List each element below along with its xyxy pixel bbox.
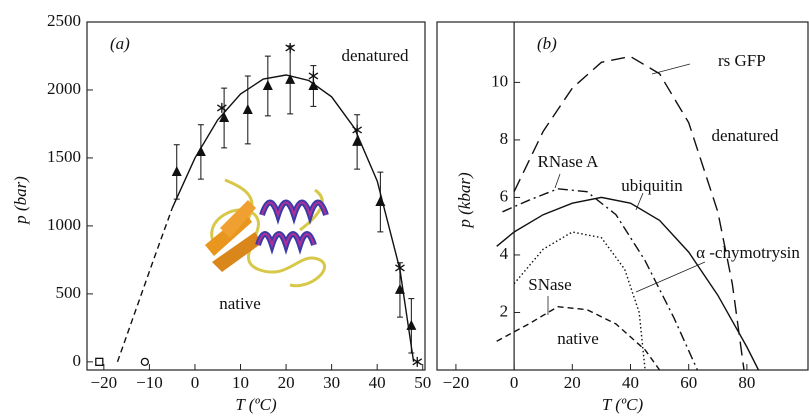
y-tick-label: 1500 [47, 147, 81, 166]
curve [502, 188, 699, 371]
annotation: ubiquitin [621, 176, 683, 195]
marker-triangle [352, 135, 363, 146]
annotation: native [219, 294, 261, 313]
marker-triangle [242, 103, 253, 114]
marker-shape [219, 111, 230, 122]
marker-shape [140, 357, 150, 366]
y-tick-label: 4 [500, 244, 509, 263]
x-tick-label: 40 [622, 373, 639, 392]
protein-helix [261, 201, 327, 219]
marker-triangle [219, 111, 230, 122]
y-axis-label: p (bar) [11, 176, 30, 225]
marker-triangle [394, 283, 405, 294]
marker-shape [394, 283, 405, 294]
curve [116, 207, 173, 363]
protein-sheet [220, 200, 256, 238]
annotation: denatured [341, 46, 409, 65]
marker-asterisk [285, 42, 296, 53]
marker-shape [216, 102, 227, 113]
marker-asterisk [308, 70, 319, 81]
x-tick-label: 0 [191, 373, 200, 392]
x-tick-label: 0 [510, 373, 519, 392]
marker-circle [140, 357, 150, 366]
marker-shape [171, 165, 182, 176]
x-tick-label: 50 [414, 373, 431, 392]
marker-square [95, 357, 104, 366]
leader-line [554, 173, 561, 189]
annotation: rs GFP [718, 51, 766, 70]
marker-shape [412, 356, 423, 367]
plot-frame [436, 21, 809, 371]
marker-triangle [171, 165, 182, 176]
marker-shape [308, 80, 319, 91]
x-tick-label: 20 [278, 373, 295, 392]
curve [513, 55, 745, 371]
y-tick-label: 500 [56, 283, 82, 302]
protein-sheet [212, 232, 262, 272]
marker-shape [285, 42, 296, 53]
protein-helix [257, 233, 315, 249]
marker-triangle [308, 80, 319, 91]
annotation: RNase A [538, 152, 600, 171]
x-tick-label: 30 [323, 373, 340, 392]
annotation: native [557, 329, 599, 348]
x-tick-label: −20 [443, 373, 470, 392]
protein-coil [210, 208, 327, 288]
marker-shape [352, 135, 363, 146]
y-tick-label: 2000 [47, 79, 81, 98]
y-tick-label: 2 [500, 301, 509, 320]
annotation: (a) [110, 34, 130, 53]
y-tick-label: 6 [500, 186, 509, 205]
marker-shape [95, 357, 104, 366]
curve [496, 196, 760, 371]
x-tick-label: 10 [232, 373, 249, 392]
curve [496, 305, 661, 371]
y-axis-label: p (kbar) [455, 172, 474, 229]
y-tick-label: 10 [491, 71, 508, 90]
x-axis-label: T (ºC) [235, 395, 277, 414]
marker-asterisk [412, 356, 423, 367]
y-tick-label: 1000 [47, 215, 81, 234]
y-tick-label: 2500 [47, 11, 81, 30]
marker-triangle [285, 73, 296, 84]
x-tick-label: 20 [564, 373, 581, 392]
protein-illustration [205, 178, 329, 288]
curve [513, 231, 646, 371]
marker-triangle [262, 80, 273, 91]
x-axis-label: T (ºC) [602, 395, 644, 414]
leader-line [635, 261, 706, 293]
plot-frame [86, 21, 426, 371]
marker-shape [308, 70, 319, 81]
marker-shape [242, 103, 253, 114]
annotation: α -chymotrysin [696, 243, 800, 262]
x-tick-label: 80 [738, 373, 755, 392]
marker-shape [262, 80, 273, 91]
marker-asterisk [216, 102, 227, 113]
annotation: denatured [711, 126, 779, 145]
marker-shape [285, 73, 296, 84]
x-tick-label: 40 [369, 373, 386, 392]
y-tick-label: 0 [73, 351, 82, 370]
annotation: (b) [537, 34, 557, 53]
y-tick-label: 8 [500, 129, 509, 148]
annotation: SNase [528, 275, 571, 294]
x-tick-label: 60 [680, 373, 697, 392]
curve [171, 74, 415, 362]
x-tick-label: −10 [136, 373, 163, 392]
x-tick-label: −20 [91, 373, 118, 392]
